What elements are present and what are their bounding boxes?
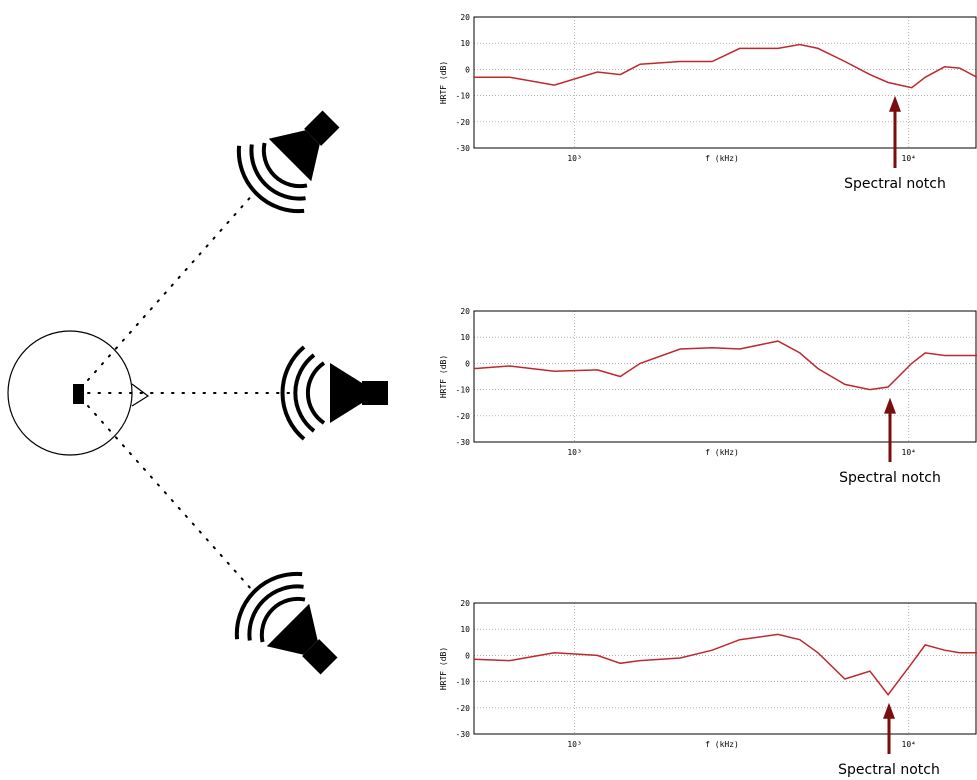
x-tick-label: 10⁴: [902, 154, 916, 163]
x-tick-label: 10³: [567, 154, 581, 163]
hrtf-chart: -30 -20 -10 0 10 20 10³ 10⁴ f (kHz) HRTF (dB) Spec…: [439, 599, 977, 778]
hrtf-line: [474, 43, 977, 89]
x-axis-label: f (kHz): [705, 740, 739, 749]
x-tick-label: 10³: [567, 740, 581, 749]
y-axis-label: HRTF (dB): [439, 647, 448, 690]
y-tick-label: -30: [456, 438, 471, 447]
plot-frame: [473, 310, 977, 443]
sight-lines: [87, 191, 291, 591]
y-tick-label: 10: [460, 333, 470, 342]
y-tick-label: 10: [460, 39, 470, 48]
x-tick-label: 10³: [567, 448, 581, 457]
y-tick-label: -20: [456, 704, 471, 713]
y-tick-label: -20: [456, 118, 471, 127]
y-tick-label: -10: [456, 386, 471, 395]
ear: [73, 384, 84, 404]
x-tick-label: 10⁴: [902, 448, 916, 457]
plot-frame: [473, 16, 977, 149]
x-axis-label: f (kHz): [705, 154, 739, 163]
y-tick-label: -20: [456, 412, 471, 421]
annotation: Spectral notch: [839, 470, 941, 486]
y-tick-label: 10: [460, 625, 470, 634]
head-diagram: [7, 86, 390, 698]
hrtf-line: [473, 633, 977, 696]
speaker-front: [280, 345, 390, 441]
annotation: Spectral notch: [838, 762, 940, 778]
y-tick-label: -30: [456, 730, 471, 739]
y-axis-label: HRTF (dB): [439, 61, 448, 104]
y-tick-label: 20: [460, 13, 470, 22]
x-tick-label: 10⁴: [902, 740, 916, 749]
arrow-head: [889, 95, 901, 112]
plot-frame: [473, 602, 977, 735]
speaker-up: [224, 86, 364, 226]
x-axis-label: f (kHz): [705, 448, 739, 457]
head: [7, 330, 133, 456]
annotation: Spectral notch: [844, 176, 946, 192]
y-tick-label: -10: [456, 92, 471, 101]
hrtf-line: [473, 340, 977, 391]
y-tick-label: 20: [460, 599, 470, 608]
y-tick-label: 20: [460, 307, 470, 316]
y-tick-label: -10: [456, 678, 471, 687]
y-tick-label: -30: [456, 144, 471, 153]
y-tick-label: 0: [465, 359, 470, 368]
arrow-head: [884, 397, 896, 414]
y-axis-label: HRTF (dB): [439, 355, 448, 398]
hrtf-chart: -30 -20 -10 0 10 20 10³ 10⁴ f (kHz) HRTF (dB) Spec…: [439, 307, 977, 486]
nose: [131, 383, 150, 407]
hrtf-chart: -30 -20 -10 0 10 20 10³ 10⁴ f (kHz) HRTF (dB) Spec…: [439, 13, 977, 192]
y-tick-label: 0: [465, 65, 470, 74]
arrow-head: [883, 702, 895, 719]
y-tick-label: 0: [465, 651, 470, 660]
